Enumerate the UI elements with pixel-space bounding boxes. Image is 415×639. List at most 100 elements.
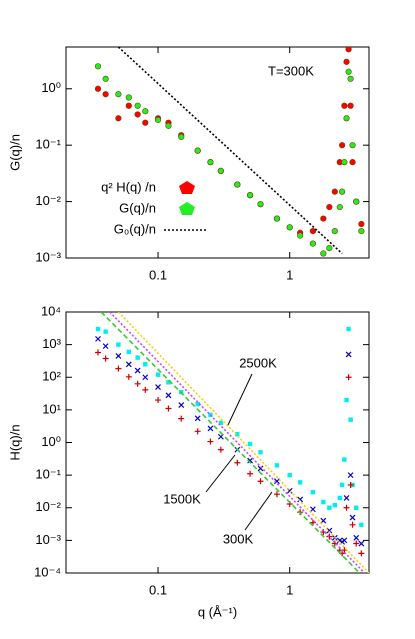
point bbox=[339, 482, 345, 488]
point bbox=[353, 198, 360, 205]
plot-area bbox=[94, 47, 365, 257]
legend-label: G(q)/n bbox=[119, 200, 156, 215]
x-tick-label: 0.1 bbox=[149, 582, 167, 597]
point bbox=[102, 75, 109, 82]
point bbox=[353, 534, 360, 541]
pointer bbox=[244, 491, 273, 531]
point bbox=[320, 517, 327, 524]
point bbox=[115, 353, 122, 359]
pointer bbox=[227, 373, 253, 426]
point bbox=[142, 119, 149, 126]
legend-label: G₀(q)/n bbox=[114, 221, 156, 236]
y-tick-label: 10⁻² bbox=[35, 193, 61, 208]
point bbox=[234, 459, 241, 466]
point bbox=[165, 392, 172, 399]
annotation: 2500K bbox=[239, 355, 277, 370]
point bbox=[207, 438, 214, 445]
point bbox=[94, 85, 102, 92]
y-tick-label: 10¹ bbox=[42, 401, 61, 416]
point bbox=[320, 250, 327, 257]
point bbox=[274, 463, 280, 468]
pointer bbox=[205, 454, 236, 493]
point bbox=[207, 159, 214, 166]
point bbox=[273, 491, 280, 498]
point bbox=[347, 75, 354, 82]
point bbox=[126, 349, 132, 355]
point bbox=[327, 505, 332, 510]
point bbox=[341, 102, 348, 109]
point bbox=[339, 188, 346, 195]
x-tick-label: 1 bbox=[286, 267, 293, 282]
point bbox=[337, 495, 342, 501]
point bbox=[297, 232, 304, 239]
point bbox=[125, 94, 132, 101]
plot-frame bbox=[65, 46, 370, 259]
point bbox=[336, 203, 343, 211]
point bbox=[257, 201, 264, 208]
point bbox=[217, 446, 224, 453]
point bbox=[115, 91, 122, 98]
point bbox=[258, 450, 263, 455]
point bbox=[194, 147, 201, 154]
point bbox=[155, 372, 161, 377]
point bbox=[342, 457, 347, 462]
point bbox=[309, 506, 316, 513]
y-tick-label: 10⁴ bbox=[41, 303, 61, 318]
fit-line bbox=[117, 312, 369, 573]
point bbox=[142, 108, 149, 115]
point bbox=[349, 142, 356, 149]
point bbox=[195, 401, 200, 407]
y-tick-label: 10⁻³ bbox=[35, 532, 61, 547]
point bbox=[287, 472, 292, 478]
point bbox=[246, 192, 254, 199]
point bbox=[331, 188, 338, 195]
point bbox=[358, 220, 365, 228]
y-tick-label: 10⁰ bbox=[41, 434, 61, 449]
y-tick-label: 10⁻¹ bbox=[35, 137, 61, 152]
y-axis-label: G(q)/n bbox=[7, 134, 22, 171]
point bbox=[155, 397, 162, 404]
point bbox=[134, 102, 141, 109]
point bbox=[348, 417, 353, 422]
y-tick-label: 10³ bbox=[42, 336, 61, 351]
point bbox=[273, 215, 281, 222]
point bbox=[125, 373, 132, 380]
point bbox=[134, 367, 141, 374]
point bbox=[343, 495, 350, 501]
point bbox=[116, 342, 121, 347]
point bbox=[235, 431, 240, 437]
point bbox=[346, 326, 351, 332]
fit-line bbox=[117, 47, 343, 255]
point bbox=[95, 326, 101, 332]
point bbox=[247, 457, 254, 464]
point bbox=[347, 481, 354, 488]
point bbox=[165, 405, 172, 412]
annotation-pointers bbox=[205, 373, 273, 531]
point bbox=[207, 425, 214, 432]
point bbox=[154, 116, 162, 124]
point bbox=[343, 504, 350, 511]
fit-line bbox=[100, 312, 361, 573]
point bbox=[234, 181, 241, 188]
point bbox=[345, 47, 352, 53]
point bbox=[178, 133, 185, 141]
point bbox=[194, 415, 201, 422]
point bbox=[274, 478, 280, 485]
point bbox=[359, 522, 364, 528]
point bbox=[353, 540, 360, 547]
x-tick-label: 0.1 bbox=[149, 267, 167, 282]
point bbox=[257, 478, 264, 485]
y-tick-label: 10⁰ bbox=[41, 80, 61, 95]
point bbox=[194, 428, 201, 435]
x-tick-label: 1 bbox=[286, 582, 293, 597]
point bbox=[102, 355, 109, 362]
annotation: 300K bbox=[223, 531, 254, 546]
point bbox=[343, 115, 350, 122]
annotation: 1500K bbox=[163, 491, 201, 506]
point bbox=[321, 499, 326, 505]
point bbox=[345, 351, 352, 358]
point bbox=[326, 533, 333, 540]
point bbox=[165, 122, 172, 129]
point bbox=[344, 397, 349, 403]
